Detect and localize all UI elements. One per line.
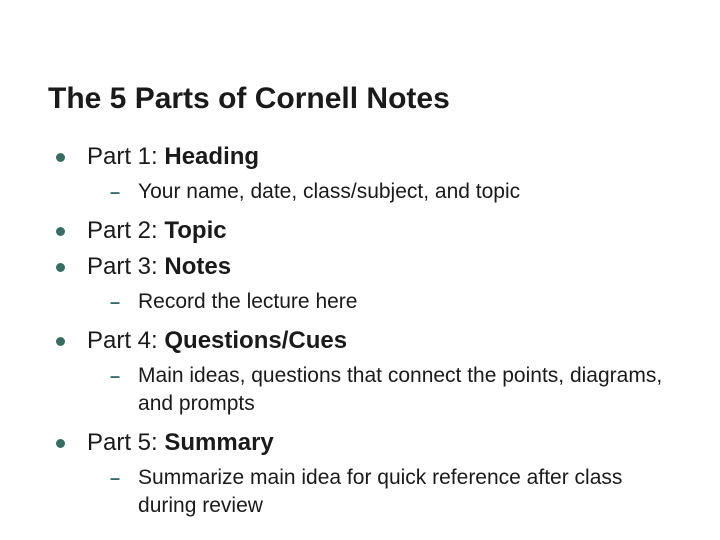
bullet-icon xyxy=(56,337,65,346)
item-bold: Notes xyxy=(164,253,231,280)
list-item-text: Part 3: Notes xyxy=(87,252,231,282)
item-prefix: Part 2: xyxy=(87,217,164,244)
sub-list-item: – Record the lecture here xyxy=(48,288,680,316)
dash-icon: – xyxy=(110,464,120,492)
sub-item-text: Record the lecture here xyxy=(138,288,357,316)
bullet-icon xyxy=(56,153,65,162)
item-bold: Heading xyxy=(164,143,259,170)
list-item: Part 5: Summary xyxy=(48,428,680,458)
list-item-text: Part 5: Summary xyxy=(87,428,274,458)
list-item: Part 2: Topic xyxy=(48,216,680,246)
list-item: Part 1: Heading xyxy=(48,142,680,172)
sub-item-text: Your name, date, class/subject, and topi… xyxy=(138,178,520,206)
dash-icon: – xyxy=(110,288,120,316)
slide-title: The 5 Parts of Cornell Notes xyxy=(48,82,680,116)
item-bold: Questions/Cues xyxy=(164,327,347,354)
item-bold: Topic xyxy=(164,217,226,244)
bullet-icon xyxy=(56,263,65,272)
bullet-list: Part 1: Heading – Your name, date, class… xyxy=(48,142,680,520)
list-item-text: Part 2: Topic xyxy=(87,216,227,246)
dash-icon: – xyxy=(110,362,120,390)
sub-item-text: Summarize main idea for quick reference … xyxy=(138,464,680,520)
item-prefix: Part 1: xyxy=(87,143,164,170)
sub-item-text: Main ideas, questions that connect the p… xyxy=(138,362,680,418)
item-bold: Summary xyxy=(164,429,273,456)
list-item-text: Part 1: Heading xyxy=(87,142,259,172)
list-item: Part 3: Notes xyxy=(48,252,680,282)
sub-list-item: – Your name, date, class/subject, and to… xyxy=(48,178,680,206)
item-prefix: Part 3: xyxy=(87,253,164,280)
list-item-text: Part 4: Questions/Cues xyxy=(87,326,347,356)
item-prefix: Part 4: xyxy=(87,327,164,354)
bullet-icon xyxy=(56,227,65,236)
sub-list-item: – Main ideas, questions that connect the… xyxy=(48,362,680,418)
dash-icon: – xyxy=(110,178,120,206)
bullet-icon xyxy=(56,439,65,448)
sub-list-item: – Summarize main idea for quick referenc… xyxy=(48,464,680,520)
list-item: Part 4: Questions/Cues xyxy=(48,326,680,356)
item-prefix: Part 5: xyxy=(87,429,164,456)
